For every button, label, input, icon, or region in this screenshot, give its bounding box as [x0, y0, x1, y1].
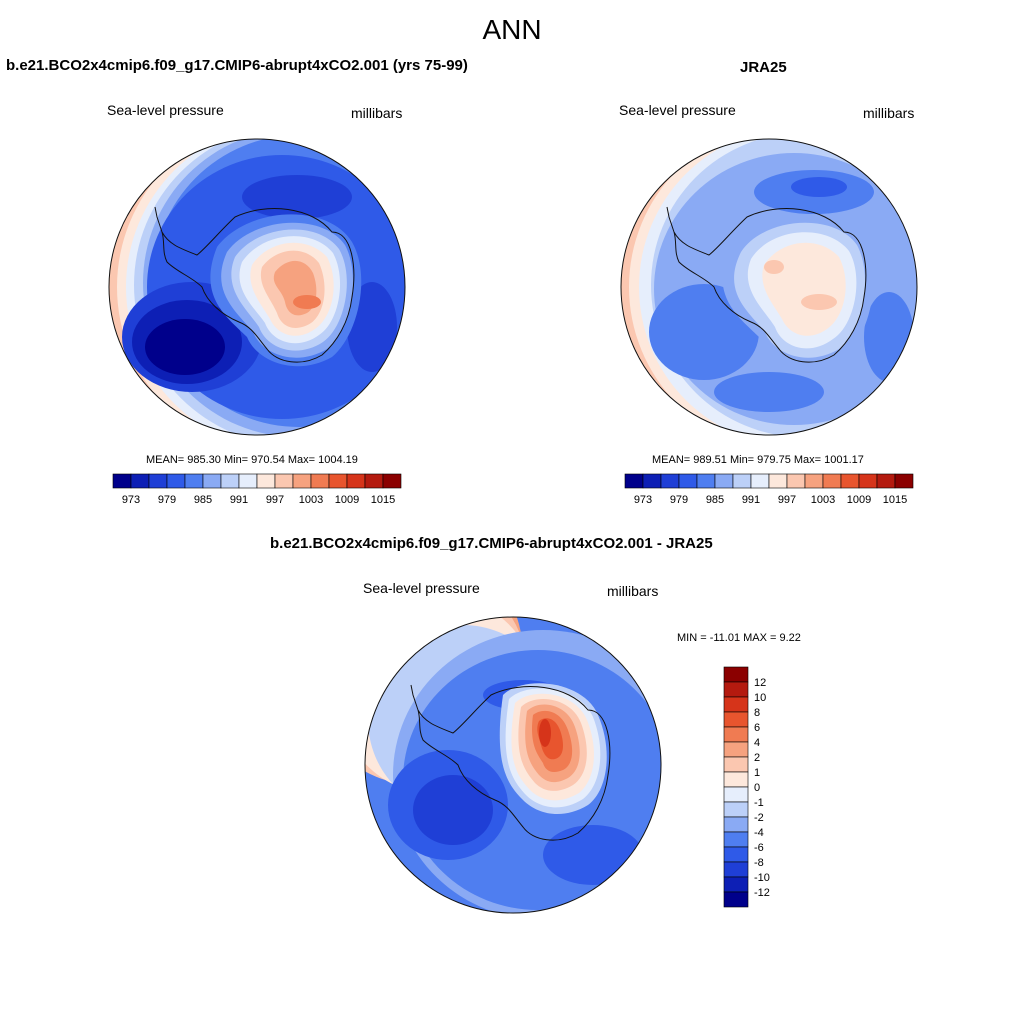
colorbar-swatch	[292, 473, 312, 489]
diff-stats: MIN = -11.01 MAX = 9.22	[677, 632, 801, 644]
colorbar-tick-label: 985	[706, 494, 724, 506]
colorbar-swatch	[310, 473, 330, 489]
colorbar-swatch	[723, 861, 749, 878]
model-units-label: millibars	[351, 105, 403, 121]
colorbar-swatch	[750, 473, 770, 489]
colorbar-tick-label: 0	[754, 782, 760, 794]
colorbar-swatch	[723, 681, 749, 698]
colorbar-swatch	[148, 473, 168, 489]
colorbar-swatch	[256, 473, 276, 489]
colorbar-swatch	[723, 786, 749, 803]
colorbar-swatch	[130, 473, 150, 489]
colorbar-swatch	[723, 726, 749, 743]
colorbar-swatch	[723, 666, 749, 683]
colorbar-swatch	[822, 473, 842, 489]
colorbar-swatch	[184, 473, 204, 489]
colorbar-swatch	[858, 473, 878, 489]
obs-colorbar: 973 979 985 991 997 1003 1009 1015	[624, 473, 914, 506]
model-stats: MEAN= 985.30 Min= 970.54 Max= 1004.19	[146, 454, 358, 466]
colorbar-swatch	[876, 473, 896, 489]
colorbar-swatch	[202, 473, 222, 489]
colorbar-swatch	[723, 771, 749, 788]
obs-panel-title: JRA25	[740, 59, 787, 76]
colorbar-swatch	[723, 831, 749, 848]
colorbar-tick-label: 997	[778, 494, 796, 506]
colorbar-swatch	[768, 473, 788, 489]
colorbar-tick-label: 979	[670, 494, 688, 506]
diff-units-label: millibars	[607, 583, 659, 599]
colorbar-tick-label: 991	[230, 494, 248, 506]
figure-title: ANN	[482, 14, 542, 45]
colorbar-swatch	[723, 801, 749, 818]
colorbar-swatch	[723, 741, 749, 758]
colorbar-tick-label: -10	[754, 872, 770, 884]
colorbar-swatch	[274, 473, 294, 489]
colorbar-swatch	[723, 816, 749, 833]
colorbar-tick-label: 991	[742, 494, 760, 506]
colorbar-tick-label: 12	[754, 677, 766, 689]
colorbar-tick-label: -12	[754, 887, 770, 899]
colorbar-swatch	[696, 473, 716, 489]
model-panel-title: b.e21.BCO2x4cmip6.f09_g17.CMIP6-abrupt4x…	[6, 57, 468, 74]
diff-map	[364, 616, 662, 914]
colorbar-tick-label: -8	[754, 857, 764, 869]
colorbar-swatch	[346, 473, 366, 489]
colorbar-swatch	[804, 473, 824, 489]
obs-map	[620, 138, 918, 436]
colorbar-swatch	[328, 473, 348, 489]
colorbar-tick-label: -6	[754, 842, 764, 854]
colorbar-tick-label: 985	[194, 494, 212, 506]
colorbar-swatch	[723, 891, 749, 908]
colorbar-swatch	[723, 876, 749, 893]
colorbar-swatch	[238, 473, 258, 489]
colorbar-swatch	[678, 473, 698, 489]
colorbar-swatch	[840, 473, 860, 489]
colorbar-tick-label: 10	[754, 692, 766, 704]
diff-panel-title: b.e21.BCO2x4cmip6.f09_g17.CMIP6-abrupt4x…	[270, 535, 713, 552]
colorbar-tick-label: -2	[754, 812, 764, 824]
colorbar-tick-label: 973	[634, 494, 652, 506]
model-variable-label: Sea-level pressure	[107, 102, 224, 118]
colorbar-tick-label: 8	[754, 707, 760, 719]
colorbar-tick-label: -1	[754, 797, 764, 809]
obs-variable-label: Sea-level pressure	[619, 102, 736, 118]
colorbar-swatch	[166, 473, 186, 489]
colorbar-swatch	[723, 846, 749, 863]
colorbar-swatch	[723, 756, 749, 773]
colorbar-swatch	[642, 473, 662, 489]
colorbar-tick-label: 1009	[847, 494, 871, 506]
colorbar-tick-label: 2	[754, 752, 760, 764]
model-colorbar: 973 979 985 991 997 1003 1009 1015	[112, 473, 402, 506]
colorbar-tick-label: 1	[754, 767, 760, 779]
colorbar-swatch	[786, 473, 806, 489]
colorbar-tick-label: 1003	[811, 494, 835, 506]
diff-variable-label: Sea-level pressure	[363, 580, 480, 596]
colorbar-tick-label: -4	[754, 827, 764, 839]
colorbar-swatch	[723, 711, 749, 728]
colorbar-swatch	[382, 473, 402, 489]
colorbar-swatch	[894, 473, 914, 489]
model-map	[108, 138, 406, 436]
colorbar-tick-label: 6	[754, 722, 760, 734]
colorbar-tick-label: 1015	[371, 494, 395, 506]
colorbar-tick-label: 1009	[335, 494, 359, 506]
colorbar-swatch	[112, 473, 132, 489]
colorbar-tick-label: 979	[158, 494, 176, 506]
colorbar-swatch	[723, 696, 749, 713]
obs-stats: MEAN= 989.51 Min= 979.75 Max= 1001.17	[652, 454, 864, 466]
colorbar-tick-label: 1003	[299, 494, 323, 506]
colorbar-swatch	[364, 473, 384, 489]
colorbar-tick-label: 973	[122, 494, 140, 506]
colorbar-tick-label: 997	[266, 494, 284, 506]
colorbar-swatch	[660, 473, 680, 489]
colorbar-swatch	[732, 473, 752, 489]
colorbar-swatch	[220, 473, 240, 489]
colorbar-tick-label: 4	[754, 737, 760, 749]
colorbar-swatch	[714, 473, 734, 489]
obs-units-label: millibars	[863, 105, 915, 121]
colorbar-tick-label: 1015	[883, 494, 907, 506]
colorbar-swatch	[624, 473, 644, 489]
